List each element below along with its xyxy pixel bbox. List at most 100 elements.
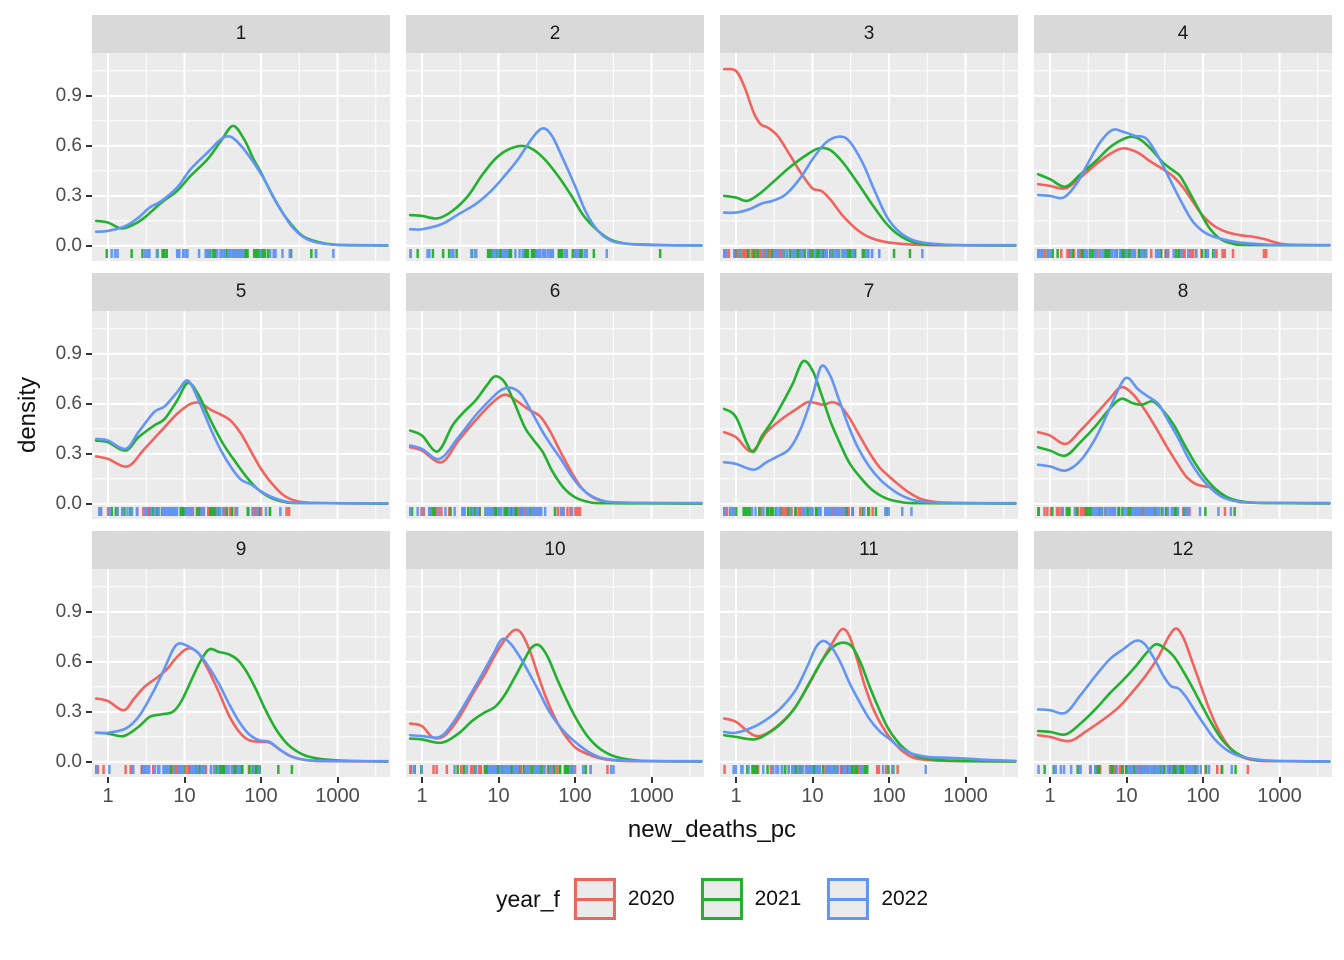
y-axis-tick-label: 0.3 [55, 701, 82, 723]
y-axis-tick-label: 0.3 [55, 185, 82, 207]
y-axis-tick [86, 144, 92, 147]
y-axis-tick-label: 0.6 [55, 135, 82, 157]
y-axis-tick-label: 0.3 [55, 443, 82, 465]
x-axis-tick-label: 1 [102, 785, 114, 807]
facets-grid: 1 2 3 4 5 6 7 8 [92, 15, 1332, 777]
y-axis-tick-label: 0.6 [55, 393, 82, 415]
x-axis-tick [183, 777, 186, 783]
legend-key-swatch-2022 [827, 878, 870, 920]
x-axis-tick [650, 777, 653, 783]
y-axis-tick-label: 0.0 [55, 493, 82, 515]
facet-strip-label: 5 [92, 273, 390, 311]
x-axis-tick [1202, 777, 1204, 783]
facet-panel [406, 311, 704, 519]
facet-12: 12 [1034, 531, 1332, 777]
y-axis-tick-label: 0.9 [55, 601, 82, 623]
facet-panel [1034, 569, 1332, 777]
y-axis-tick [86, 402, 92, 405]
facet-4: 4 [1034, 15, 1332, 261]
x-axis-tick [574, 777, 576, 783]
x-axis-tick [260, 777, 262, 783]
x-axis-tick [1125, 777, 1128, 783]
facet-6: 6 [406, 273, 704, 519]
facet-strip-label: 1 [92, 15, 390, 53]
x-axis-tick-label: 10 [1115, 785, 1138, 807]
legend-title: year_f [495, 885, 560, 912]
facet-8: 8 [1034, 273, 1332, 519]
facet-panel [720, 311, 1018, 519]
y-axis-tick-label: 0.0 [55, 751, 82, 773]
facet-strip-label: 3 [720, 15, 1018, 53]
x-axis-tick-label: 100 [244, 785, 278, 807]
facet-strip-label: 7 [720, 273, 1018, 311]
y-axis-tick [86, 610, 92, 613]
x-axis-tick [107, 777, 109, 783]
x-axis-tick [1049, 777, 1051, 783]
x-axis-tick-label: 1 [416, 785, 428, 807]
facet-10: 10 [406, 531, 704, 777]
facet-7: 7 [720, 273, 1018, 519]
y-axis-tick [86, 352, 92, 355]
x-axis-tick [735, 777, 737, 783]
facet-panel [1034, 53, 1332, 261]
facet-panel [720, 569, 1018, 777]
facet-5: 5 [92, 273, 390, 519]
facet-strip-label: 12 [1034, 531, 1332, 569]
x-axis-tick-label: 1000 [629, 785, 674, 807]
y-axis-tick-label: 0.9 [55, 343, 82, 365]
y-axis-tick [86, 452, 92, 455]
facet-strip-label: 2 [406, 15, 704, 53]
x-axis-tick [964, 777, 967, 783]
y-axis-tick [86, 244, 92, 247]
facet-2: 2 [406, 15, 704, 261]
x-axis-tick-label: 10 [173, 785, 196, 807]
facet-strip-label: 11 [720, 531, 1018, 569]
y-axis-tick [86, 502, 92, 505]
legend-label: 2022 [881, 887, 929, 910]
x-axis-tick-label: 1 [730, 785, 742, 807]
facet-strip-label: 4 [1034, 15, 1332, 53]
x-axis-tick [811, 777, 814, 783]
legend-key-swatch-2021 [700, 878, 743, 920]
y-axis-tick-label: 0.0 [55, 235, 82, 257]
legend-label: 2021 [754, 887, 802, 910]
legend: year_f 2020 2021 2022 [496, 878, 928, 920]
x-axis-tick [421, 777, 423, 783]
y-axis-title: density [14, 376, 41, 454]
x-axis-tick-label: 100 [1186, 785, 1220, 807]
facet-strip-label: 8 [1034, 273, 1332, 311]
y-axis-tick-label: 0.6 [55, 651, 82, 673]
y-axis-tick-label: 0.9 [55, 85, 82, 107]
y-axis-tick [86, 194, 92, 197]
facet-strip-label: 9 [92, 531, 390, 569]
x-axis-tick-label: 1000 [943, 785, 988, 807]
x-axis-tick [888, 777, 890, 783]
legend-entry-2020: 2020 [573, 878, 675, 920]
legend-entry-2021: 2021 [700, 878, 802, 920]
x-axis-tick-label: 10 [487, 785, 510, 807]
x-axis-title: new_deaths_pc [627, 816, 797, 843]
y-axis-tick [86, 94, 92, 97]
x-axis-tick-label: 10 [801, 785, 824, 807]
facet-panel [92, 569, 390, 777]
x-axis-tick [497, 777, 500, 783]
facet-1: 1 [92, 15, 390, 261]
x-axis-tick-label: 1000 [1257, 785, 1302, 807]
x-axis-tick [1278, 777, 1281, 783]
legend-entry-2022: 2022 [827, 878, 928, 920]
facet-9: 9 [92, 531, 390, 777]
legend-key-line [703, 897, 740, 901]
facet-strip-label: 6 [406, 273, 704, 311]
legend-key-line [576, 897, 613, 901]
y-axis-tick [86, 760, 92, 763]
x-axis-tick-label: 1000 [315, 785, 360, 807]
legend-key-line [830, 897, 867, 901]
y-axis-tick [86, 660, 92, 663]
facet-3: 3 [720, 15, 1018, 261]
x-axis-tick-label: 100 [558, 785, 592, 807]
facet-strip-label: 10 [406, 531, 704, 569]
facet-panel [1034, 311, 1332, 519]
facet-panel [720, 53, 1018, 261]
x-axis-tick-label: 1 [1044, 785, 1056, 807]
